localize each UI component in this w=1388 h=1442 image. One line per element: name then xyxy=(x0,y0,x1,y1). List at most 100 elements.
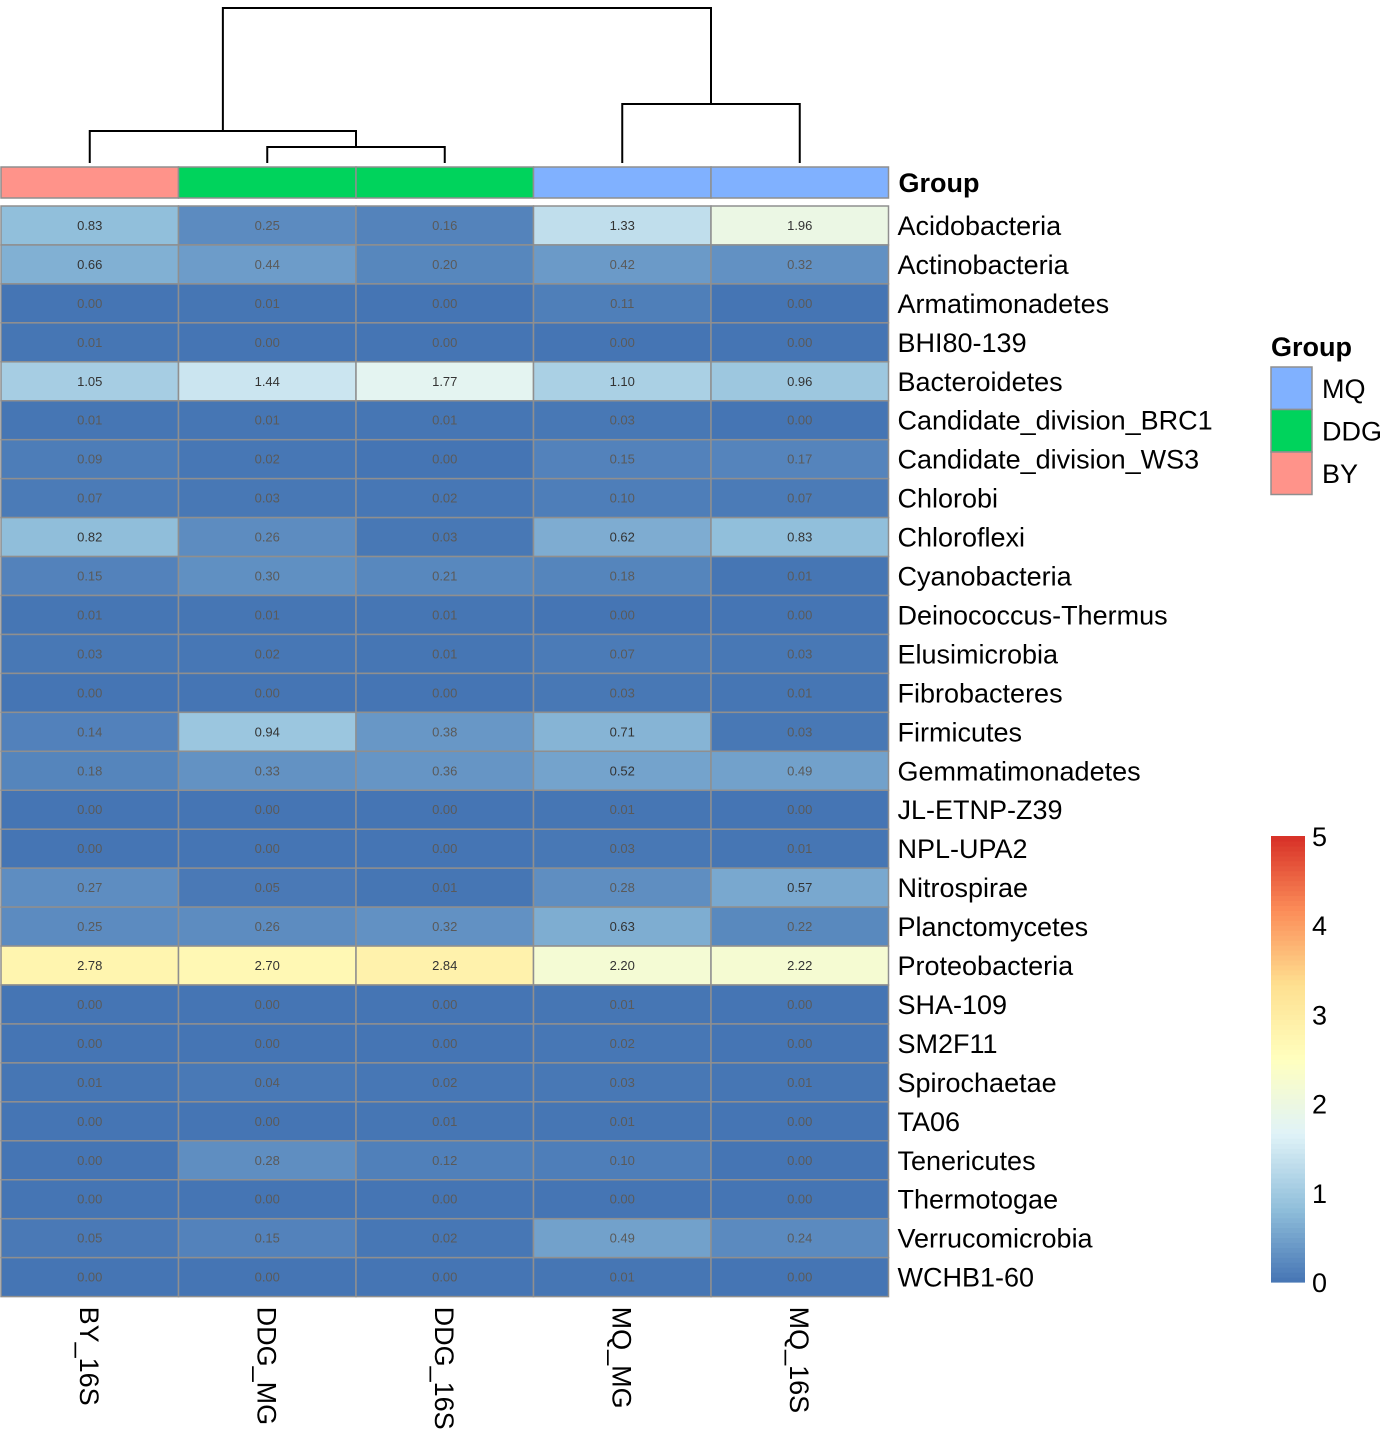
color-scale-segment xyxy=(1271,984,1305,991)
cell-deinococcus-thermus-mq-16s xyxy=(710,594,890,636)
color-scale-segment xyxy=(1271,1044,1305,1050)
row-label-thermotogae: Thermotogae xyxy=(898,1185,1059,1215)
cell-acidobacteria-ddg-mg xyxy=(177,205,357,246)
color-scale-segment xyxy=(1271,999,1305,1006)
color-scale-segment xyxy=(1271,994,1305,1001)
cell-candidate-division-brc1-by-16s xyxy=(0,400,180,441)
cell-value-label: 0.00 xyxy=(432,997,457,1012)
color-scale-segment xyxy=(1271,910,1305,916)
cell-ta06-ddg-mg xyxy=(177,1101,357,1142)
cell-gemmatimonadetes-ddg-16s xyxy=(355,750,535,791)
cell-value-label: 0.00 xyxy=(77,802,102,817)
cell-value-label: 0.10 xyxy=(610,1153,635,1168)
color-scale-segment xyxy=(1271,945,1305,951)
color-scale-segment xyxy=(1271,974,1305,981)
cell-candidate-division-ws3-mq-mg xyxy=(532,438,712,480)
cell-value-label: 0.00 xyxy=(77,685,102,700)
cell-value-label: 0.01 xyxy=(610,1114,635,1129)
group-legend-label-mq: MQ xyxy=(1322,374,1366,404)
dendrogram-branch-mq xyxy=(621,103,801,163)
cell-value-label: 0.00 xyxy=(77,296,102,311)
cell-wchb1-60-ddg-16s xyxy=(355,1256,535,1298)
cell-value-label: 0.12 xyxy=(432,1153,457,1168)
group-legend-swatch-mq xyxy=(1270,366,1313,411)
cell-jl-etnp-z39-mq-16s xyxy=(710,789,890,830)
cell-value-label: 0.03 xyxy=(610,413,635,428)
annotation-cell-ddg-mg xyxy=(177,166,357,199)
cell-value-label: 0.00 xyxy=(432,1270,457,1285)
cell-value-label: 0.00 xyxy=(77,1192,102,1207)
cell-value-label: 1.77 xyxy=(432,374,457,389)
cell-thermotogae-mq-16s xyxy=(710,1179,890,1220)
color-scale-segment xyxy=(1271,1143,1305,1149)
group-legend: Group MQ DDG BY xyxy=(1270,332,1382,496)
cell-value-label: 0.03 xyxy=(432,530,457,545)
group-legend-swatch-ddg xyxy=(1270,408,1313,453)
cell-sm2f11-ddg-16s xyxy=(355,1023,535,1064)
cell-cyanobacteria-ddg-16s xyxy=(355,555,535,597)
row-label-wchb1-60: WCHB1-60 xyxy=(898,1263,1035,1293)
cell-value-label: 0.00 xyxy=(787,296,812,311)
row-labels: Acidobacteria Actinobacteria Armatimonadet… xyxy=(898,211,1213,1293)
color-scale-segment xyxy=(1271,1252,1305,1258)
cell-candidate-division-brc1-mq-16s xyxy=(710,400,890,441)
cell-value-label: 0.05 xyxy=(77,1231,102,1246)
cell-armatimonadetes-ddg-16s xyxy=(355,283,535,324)
cell-thermotogae-ddg-16s xyxy=(355,1179,535,1220)
cell-value-label: 0.26 xyxy=(255,530,280,545)
cell-value-label: 0.09 xyxy=(77,452,102,467)
cell-candidate-division-ws3-ddg-mg xyxy=(177,438,357,480)
row-label-chloroflexi: Chloroflexi xyxy=(898,523,1026,553)
cell-value-label: 0.00 xyxy=(77,841,102,856)
cell-acidobacteria-mq-16s xyxy=(710,205,890,246)
cell-verrucomicrobia-mq-16s xyxy=(710,1217,890,1259)
cell-value-label: 2.22 xyxy=(787,958,812,973)
cell-value-label: 0.00 xyxy=(787,1192,812,1207)
cell-value-label: 2.84 xyxy=(432,958,457,973)
color-scale-segment xyxy=(1271,1192,1305,1199)
cell-value-label: 0.00 xyxy=(787,997,812,1012)
color-scale-segment xyxy=(1271,935,1305,941)
cell-value-label: 0.01 xyxy=(255,607,280,622)
row-label-tenericutes: Tenericutes xyxy=(898,1146,1036,1176)
cell-value-label: 0.00 xyxy=(255,1036,280,1051)
color-scale-segment xyxy=(1271,1024,1305,1030)
cell-value-label: 0.02 xyxy=(432,1231,457,1246)
cell-npl-upa2-mq-16s xyxy=(710,828,890,869)
row-label-acidobacteria: Acidobacteria xyxy=(898,211,1063,241)
cell-value-label: 0.03 xyxy=(610,1075,635,1090)
color-scale-segment xyxy=(1271,1054,1305,1060)
color-scale-segment xyxy=(1271,1168,1305,1174)
cell-value-label: 0.57 xyxy=(787,880,812,895)
cell-value-label: 0.00 xyxy=(610,1192,635,1207)
cell-ta06-mq-mg xyxy=(532,1101,712,1142)
color-scale-segment xyxy=(1271,1257,1305,1263)
row-label-chlorobi: Chlorobi xyxy=(898,484,999,514)
row-label-elusimicrobia: Elusimicrobia xyxy=(898,639,1060,669)
cell-value-label: 0.83 xyxy=(77,218,102,233)
cell-ta06-by-16s xyxy=(0,1101,180,1142)
cell-value-label: 0.96 xyxy=(787,374,812,389)
color-scale-segment xyxy=(1271,1187,1305,1194)
color-scale-segment xyxy=(1271,1237,1305,1243)
row-label-bacteroidetes: Bacteroidetes xyxy=(898,367,1063,397)
cell-value-label: 0.00 xyxy=(77,1114,102,1129)
color-scale-segment xyxy=(1271,1148,1305,1154)
color-scale-segment xyxy=(1271,860,1305,867)
color-scale-segment xyxy=(1271,870,1305,877)
cell-value-label: 0.00 xyxy=(787,1036,812,1051)
cell-value-label: 0.49 xyxy=(610,1231,635,1246)
row-label-planctomycetes: Planctomycetes xyxy=(898,912,1089,942)
color-scale-segment xyxy=(1271,1207,1305,1214)
cell-verrucomicrobia-by-16s xyxy=(0,1217,180,1259)
cell-value-label: 0.14 xyxy=(77,724,102,739)
color-scale-segment xyxy=(1271,1133,1305,1139)
cell-value-label: 0.00 xyxy=(255,1114,280,1129)
cell-value-label: 0.01 xyxy=(787,685,812,700)
color-scale-segment xyxy=(1271,925,1305,931)
cell-value-label: 0.01 xyxy=(255,296,280,311)
color-scale-segment xyxy=(1271,1049,1305,1055)
row-label-proteobacteria: Proteobacteria xyxy=(898,951,1075,981)
cell-proteobacteria-ddg-mg xyxy=(177,945,357,986)
